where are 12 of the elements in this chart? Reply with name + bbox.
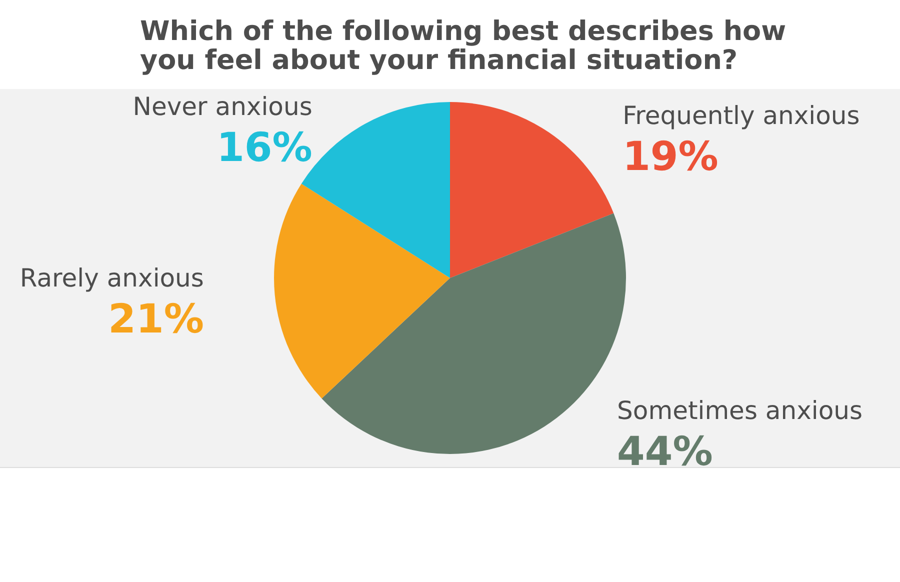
- slice-label: Rarely anxious: [20, 264, 204, 293]
- slice-label: Frequently anxious: [622, 100, 860, 130]
- pie-slice: [274, 184, 450, 398]
- data-label: 44%: [617, 429, 713, 476]
- data-label: 21%: [108, 296, 204, 343]
- data-label: 16%: [216, 125, 312, 172]
- pie-slice: [450, 102, 614, 278]
- text: you feel about your financial situation?: [140, 45, 738, 76]
- slice-label: Sometimes anxious: [617, 396, 862, 426]
- text: Which of the following best describes how: [140, 16, 786, 47]
- data-label: 19%: [622, 134, 718, 180]
- slice-label: Never anxious: [132, 92, 312, 122]
